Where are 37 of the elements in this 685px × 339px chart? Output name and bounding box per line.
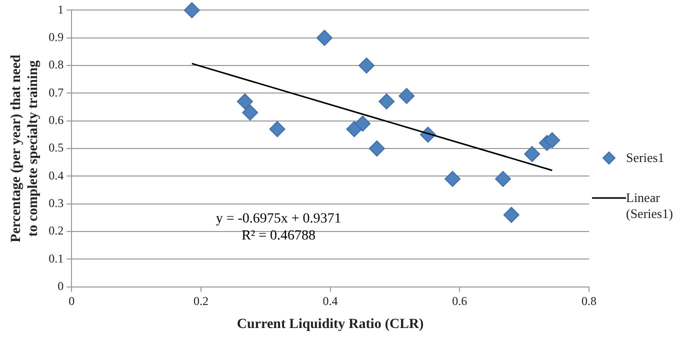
y-tick-label: 0 <box>58 278 64 293</box>
point <box>184 2 200 18</box>
y-tick-label: 0.6 <box>48 112 64 127</box>
point <box>236 93 253 110</box>
point <box>494 170 511 187</box>
x-tick-label: 0.2 <box>193 294 208 308</box>
point <box>269 121 286 138</box>
point <box>398 88 415 104</box>
legend-label: Linear (Series1) <box>626 190 674 222</box>
x-tick-label: 0 <box>68 294 75 308</box>
point <box>358 58 375 74</box>
x-tick-label: 0.6 <box>452 294 468 308</box>
point <box>524 146 540 162</box>
point <box>503 206 520 223</box>
point <box>354 116 371 132</box>
annotation: y = -0.6975x + 0.9371 <box>216 212 342 227</box>
y-tick-label: 0.3 <box>48 196 64 210</box>
y-tick-label: 0.4 <box>48 168 64 182</box>
legend-label: Series1 <box>626 150 664 166</box>
y-tick-label: 0.1 <box>48 251 64 266</box>
point <box>242 104 258 121</box>
point <box>316 30 332 46</box>
x-tick-label: 0.4 <box>322 294 338 308</box>
x-axis-title: Current Liquidity Ratio (CLR) <box>236 317 424 332</box>
point <box>544 132 560 148</box>
y-tick-label: 0.8 <box>48 58 64 72</box>
annotation: R² = 0.46788 <box>242 228 316 244</box>
y-tick-label: 1 <box>58 2 64 16</box>
point <box>378 93 395 110</box>
point <box>368 140 385 156</box>
x-tick-label: 0.8 <box>582 294 596 308</box>
y-tick-label: 0.2 <box>48 224 64 238</box>
y-axis-title: Percentage (per year) that need to complete specialty training <box>9 54 41 242</box>
y-tick-label: 0.5 <box>48 140 64 155</box>
y-tick-label: 0.7 <box>48 85 64 100</box>
y-tick-label: 0.9 <box>48 30 64 44</box>
point <box>444 170 461 187</box>
